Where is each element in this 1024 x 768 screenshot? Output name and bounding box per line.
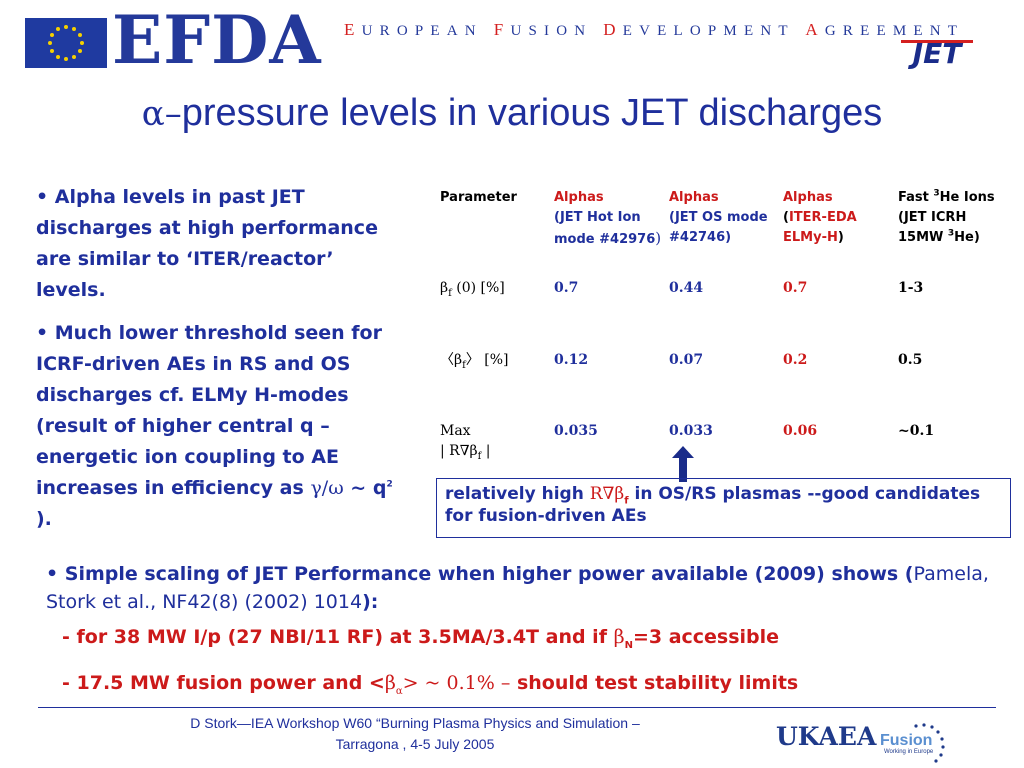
table-header-jet-hot-ion: Alphas (JET Hot Ion mode #42976) <box>554 190 662 247</box>
table-header-parameter: Parameter <box>440 190 517 205</box>
table-cell: 0.07 <box>669 352 704 368</box>
scaling-line-38mw: - for 38 MW I/p (27 NBI/11 RF) at 3.5MA/… <box>62 626 780 651</box>
bullet-icrf-threshold: • Much lower threshold seen for ICRF-dri… <box>36 322 393 530</box>
bullet-alpha-levels: • Alpha levels in past JET discharges at… <box>36 186 378 301</box>
efda-logo: EFDA <box>112 1 322 79</box>
table-header-iter-eda: Alphas (ITER-EDA ELMy-H) <box>783 190 857 245</box>
jet-logo-text: JET <box>912 37 962 70</box>
table-cell: 0.2 <box>783 352 808 368</box>
table-cell: 0.5 <box>898 352 923 368</box>
table-cell: 0.44 <box>669 280 704 296</box>
table-cell: 0.7 <box>554 280 579 296</box>
callout-box: relatively high R∇βf in OS/RS plasmas --… <box>436 478 1011 538</box>
footer-citation: D Stork—IEA Workshop W60 “Burning Plasma… <box>190 715 640 752</box>
table-cell: 0.7 <box>783 280 808 296</box>
jet-logo-accent <box>901 40 973 43</box>
table-cell: 0.035 <box>554 423 598 439</box>
header-banner: EFDA EUROPEAN FUSION DEVELOPMENT AGREEME… <box>0 0 1024 80</box>
table-cell: 0.12 <box>554 352 589 368</box>
ukaea-logo: UKAEA <box>776 722 877 751</box>
arrow-up-icon <box>671 446 695 482</box>
scaling-line-fusion-power: - 17.5 MW fusion power and <βα> ~ 0.1% –… <box>62 672 799 697</box>
table-row-beta-f-avg-label: 〈βf〉 [%] <box>440 352 509 371</box>
table-cell: 0.06 <box>783 423 818 439</box>
title-text: pressure levels in various JET discharge… <box>181 92 883 134</box>
efda-full-name: EUROPEAN FUSION DEVELOPMENT AGREEMENT <box>344 20 965 39</box>
table-cell: ~0.1 <box>898 423 935 439</box>
table-cell: 0.033 <box>669 423 713 439</box>
table-cell: 1-3 <box>898 280 924 296</box>
table-header-fast-he: Fast 3He Ions (JET ICRH 15MW 3He) <box>898 188 995 245</box>
left-bullets: • Alpha levels in past JET discharges at… <box>36 182 408 547</box>
table-row-max-grad-label: Max | R∇βf | <box>440 423 491 462</box>
slide-title: α–pressure levels in various JET dischar… <box>0 92 1024 135</box>
table-header-jet-os: Alphas (JET OS mode #42746) <box>669 190 768 245</box>
fusion-logo-text: Fusion <box>880 732 933 749</box>
table-row-beta-f0-label: βf (0) [%] <box>440 280 505 299</box>
fusion-stars-icon <box>880 722 960 766</box>
bottom-bullet-scaling: • Simple scaling of JET Performance when… <box>46 563 989 613</box>
fusion-logo-subtitle: Working in Europe <box>884 749 934 755</box>
footer-divider <box>38 707 996 708</box>
jet-logo: JET <box>895 38 979 70</box>
title-greek: α– <box>141 94 182 134</box>
eu-flag-icon <box>25 18 107 68</box>
